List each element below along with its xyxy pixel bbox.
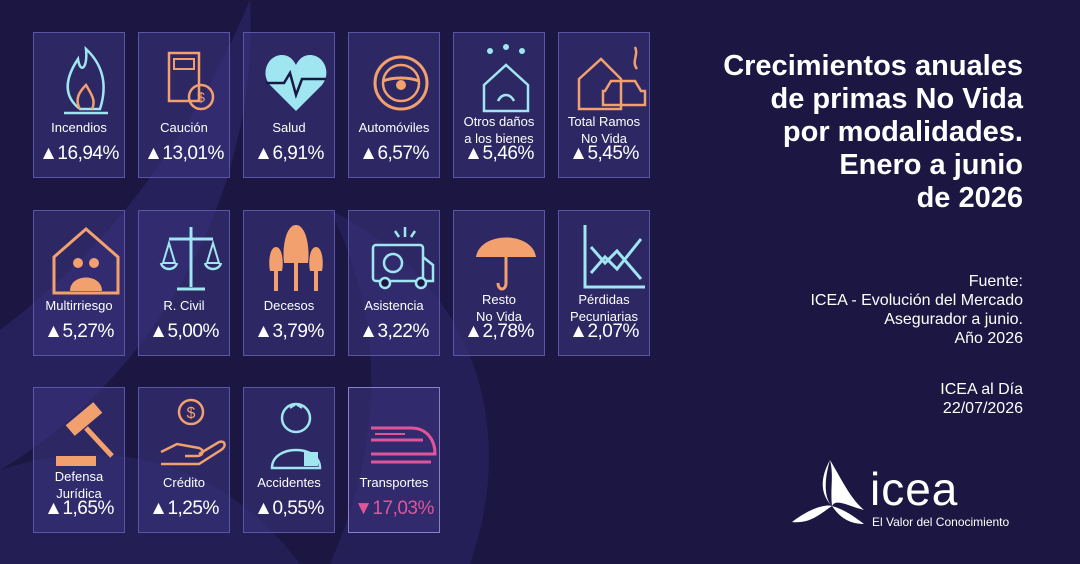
icon [269, 225, 323, 291]
tile-value: ▲0,55% [254, 498, 324, 519]
tile-value: ▼17,03% [354, 498, 434, 519]
tile-value: ▲16,94% [39, 143, 119, 164]
tile-label: Crédito [163, 475, 205, 490]
icon [373, 55, 429, 111]
tile-value: ▲5,27% [44, 321, 114, 342]
tile: $ Caución ▲13,01% [138, 32, 230, 178]
tile-value: ▲3,22% [359, 321, 429, 342]
icon [64, 45, 108, 115]
tile: Automóviles ▲6,57% [348, 32, 440, 178]
tile-value: ▲5,45% [569, 143, 639, 164]
tile-label: Defensa [54, 469, 104, 484]
tile: Resto No Vida ▲2,78% [453, 210, 545, 356]
tile-label: Jurídica [56, 486, 102, 501]
tile-label: No Vida [475, 309, 522, 324]
tile-label: Total Ramos [567, 114, 641, 129]
tile-label: Asistencia [364, 298, 424, 313]
footer-line: 22/07/2026 [942, 400, 1023, 417]
tagline: El Valor del Conocimiento [872, 515, 1010, 529]
tile: $ Crédito ▲1,25% [138, 387, 230, 533]
tile-value: ▲1,25% [149, 498, 219, 519]
icon: $ [167, 51, 215, 111]
tile: Asistencia ▲3,22% [348, 210, 440, 356]
brand: icea [870, 463, 959, 515]
svg-text:$: $ [187, 405, 196, 422]
tile-value: ▲5,00% [149, 321, 219, 342]
tile-label: a los bienes [464, 131, 534, 146]
icon [371, 426, 437, 464]
source: Fuente: ICEA - Evolución del Mercado Asegu… [810, 272, 1023, 348]
tile-value: ▲13,01% [144, 143, 224, 164]
tile-label: Multirriesgo [45, 298, 113, 313]
icon [159, 227, 223, 291]
svg-text:$: $ [197, 89, 205, 105]
tile: Multirriesgo ▲5,27% [33, 210, 125, 356]
tile-label: Transportes [359, 475, 429, 490]
tile-label: No Vida [580, 131, 627, 146]
tile-label: Pecuniarias [570, 309, 638, 324]
tile-value: ▲6,57% [359, 143, 429, 164]
tile: Defensa Jurídica ▲1,65% [33, 387, 125, 533]
icon [577, 46, 647, 111]
tile-value: ▲5,46% [464, 143, 534, 164]
tile-value: ▲2,78% [464, 321, 534, 342]
icon [52, 227, 120, 295]
tile: Otros daños a los bienes ▲5,46% [453, 32, 545, 178]
source-line: Asegurador a junio. [884, 311, 1023, 328]
tile-label: Incendios [51, 120, 107, 135]
tile: Accidentes ▲0,55% [243, 387, 335, 533]
icon: $ [160, 398, 226, 466]
tile-label: Caución [160, 120, 208, 135]
icon [583, 225, 645, 289]
tile: R. Civil ▲5,00% [138, 210, 230, 356]
tile-label: Pérdidas [578, 292, 630, 307]
icon [56, 402, 114, 466]
source-line: ICEA - Evolución del Mercado [810, 292, 1023, 309]
icon [270, 402, 322, 470]
tile-label: R. Civil [163, 298, 205, 313]
icon [371, 227, 435, 290]
tile: Incendios ▲16,94% [33, 32, 125, 178]
tile: Pérdidas Pecuniarias ▲2,07% [558, 210, 650, 356]
tile-label: Decesos [263, 298, 315, 313]
tile-value: ▲1,65% [44, 498, 114, 519]
tile-label: Accidentes [257, 475, 321, 490]
tile: Salud ▲6,91% [243, 32, 335, 178]
title-line: de primas No Vida [770, 83, 1024, 115]
tile-value: ▲3,79% [254, 321, 324, 342]
title: Crecimientos anuales de primas No Vida por… [723, 50, 1023, 215]
logo-mark [792, 460, 864, 524]
icon [476, 237, 536, 291]
title-line: Enero a junio [839, 149, 1023, 181]
tile-value: ▲2,07% [569, 321, 639, 342]
title-line: Crecimientos anuales [723, 50, 1023, 82]
icon [265, 55, 327, 111]
tile: Total Ramos No Vida ▲5,45% [558, 32, 650, 178]
title-line: de 2026 [916, 182, 1023, 214]
tile-label: Otros daños [463, 114, 535, 129]
source-line: Año 2026 [954, 330, 1023, 347]
tile-label: Resto [482, 292, 516, 307]
tile: Transportes ▼17,03% [348, 387, 440, 533]
icon [482, 44, 530, 113]
tile-value: ▲6,91% [254, 143, 324, 164]
footer: ICEA al Día 22/07/2026 [940, 380, 1023, 418]
tile-label: Salud [272, 120, 306, 135]
title-line: por modalidades. [782, 116, 1023, 148]
tile: Decesos ▲3,79% [243, 210, 335, 356]
tile-label: Automóviles [358, 120, 430, 135]
footer-line: ICEA al Día [940, 381, 1023, 398]
source-line: Fuente: [968, 273, 1023, 290]
